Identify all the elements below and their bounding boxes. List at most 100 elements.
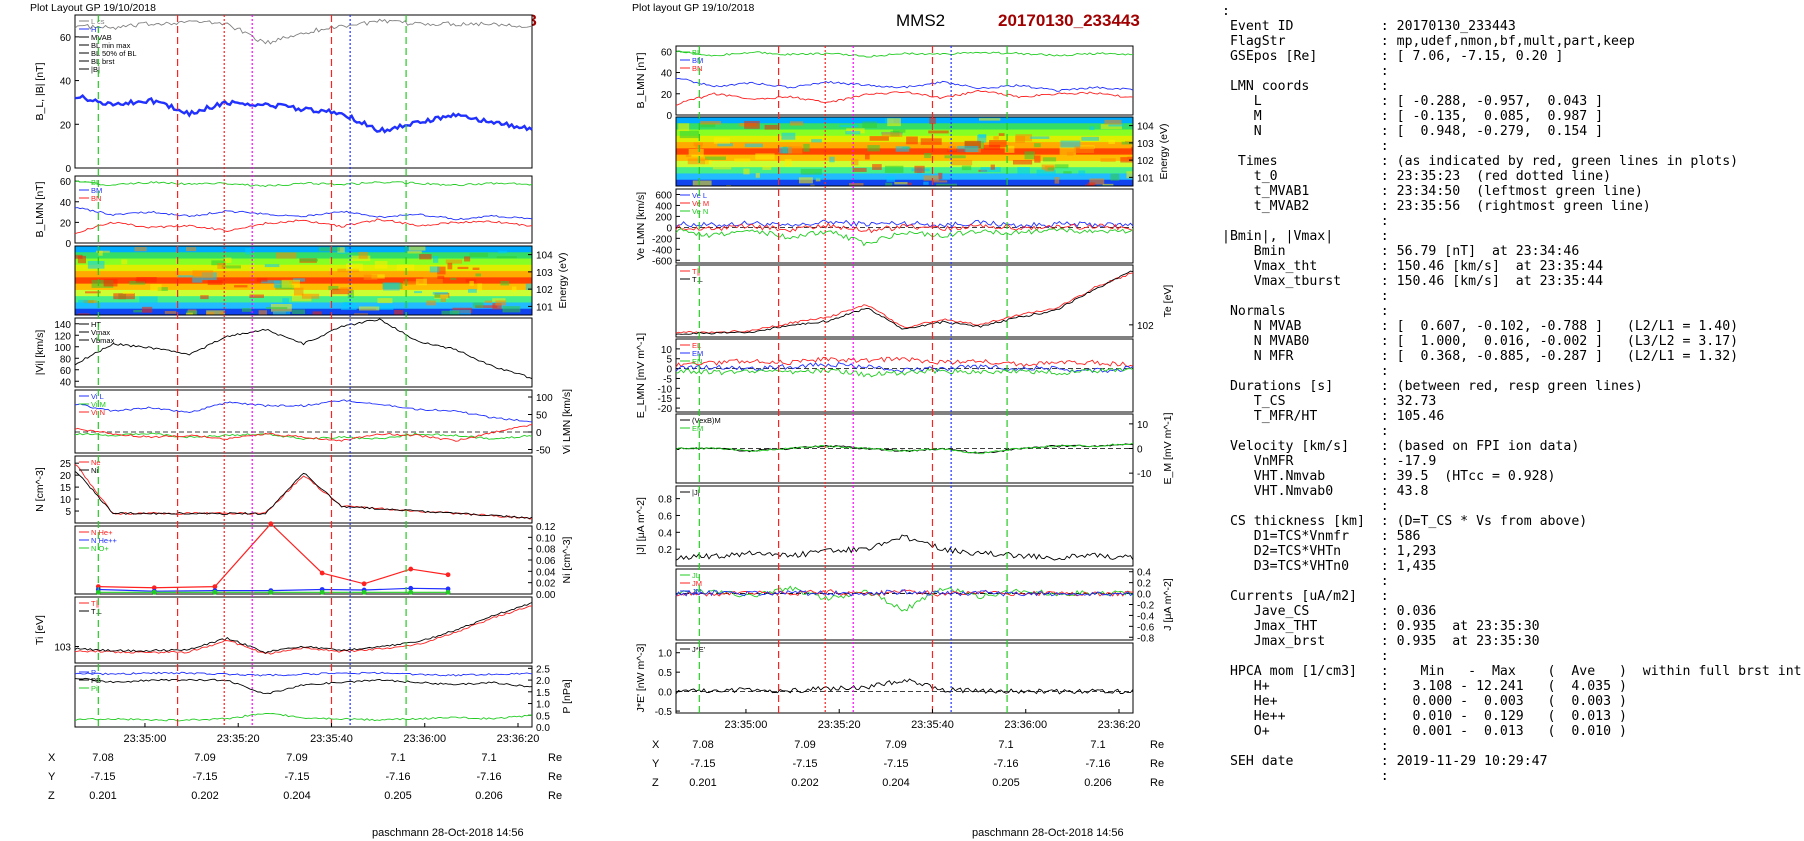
legend-label: BL: [692, 48, 701, 57]
legend-label: MVAB: [91, 33, 112, 42]
tick-label: 10: [661, 345, 673, 356]
spectrogram-blob: [1087, 182, 1096, 186]
spectrogram-blob: [717, 143, 734, 147]
x-tick-label: 23:35:40: [310, 733, 353, 745]
spectrogram-blob: [484, 300, 493, 303]
spectrogram-blob: [914, 165, 925, 173]
position-value: 0.205: [992, 777, 1020, 789]
spectrogram-blob: [892, 129, 906, 133]
spectrogram-blob: [525, 283, 532, 291]
series-line: [98, 522, 449, 589]
position-row-label: Z: [652, 777, 659, 789]
spectrogram-blob: [895, 146, 910, 152]
position-unit: Re: [1150, 739, 1164, 751]
spectrogram-band: [75, 264, 532, 272]
spectrogram-blob: [495, 300, 506, 306]
axis-label: B_LMN [nT]: [635, 52, 647, 108]
position-row-label: X: [652, 739, 660, 751]
spectrogram-band: [75, 252, 532, 260]
spectrogram-blob: [872, 164, 882, 170]
spectrogram-blob: [185, 247, 197, 252]
tick-label: 100: [54, 343, 71, 354]
spectrogram-blob: [396, 264, 415, 271]
spectrogram-blob: [1104, 119, 1122, 125]
tick-label: 5: [666, 355, 672, 366]
spectrogram-blob: [1078, 170, 1086, 176]
info-line: :: [1222, 364, 1389, 379]
series-line: [675, 589, 1134, 597]
spectrogram-band: [75, 271, 532, 278]
chart-column-2: Plot layout GP 19/10/2018 MMS2 20170130_23…: [632, 2, 1174, 839]
position-value: -7.15: [90, 771, 115, 783]
info-line: t_MVAB2 : 23:35:56 (rightmost green line…: [1222, 199, 1651, 214]
spectrogram-blob: [685, 154, 692, 158]
spectrogram-blob: [234, 285, 248, 288]
spectrogram-blob: [261, 280, 281, 284]
panel-frame: [675, 568, 1134, 641]
spectrogram-blob: [434, 294, 449, 299]
legend-label: BL 50% of BL: [91, 49, 137, 58]
spectrogram-blob: [1100, 124, 1122, 130]
tick-label: 60: [60, 366, 72, 377]
spectrogram-blob: [978, 134, 987, 138]
spectrogram-blob: [1024, 151, 1035, 160]
spectrogram-blob: [923, 175, 939, 181]
legend-label: BL brst: [91, 57, 115, 66]
tick-label: -0.4: [1137, 611, 1155, 622]
spectrogram-blob: [1131, 146, 1133, 151]
spectrogram-blob: [678, 123, 690, 132]
series-line: [675, 585, 1134, 612]
tick-label: 40: [60, 198, 72, 209]
spectrogram-blob: [414, 291, 423, 294]
spectrogram-blob: [734, 158, 751, 162]
tick-label: 20: [60, 120, 72, 131]
spectrogram-blob: [1030, 136, 1050, 139]
spectrogram-blob: [450, 277, 457, 280]
spectrogram-blob: [1100, 158, 1116, 162]
data-point: [408, 589, 414, 595]
panel-4: 102 Te [eV] T∥T⊥: [675, 264, 1174, 338]
info-line: :: [1222, 64, 1389, 79]
spectrogram-blob: [983, 144, 1001, 150]
tick-label: 0.04: [536, 567, 556, 578]
spectrogram-blob: [784, 159, 792, 167]
position-value: -7.15: [792, 758, 817, 770]
legend-label: EL: [692, 341, 701, 350]
tick-label: 0.6: [658, 511, 672, 522]
tick-label: 0: [666, 365, 672, 376]
spectrogram-blob: [192, 270, 214, 278]
spectrogram-blob: [947, 146, 957, 152]
tick-label: 60: [60, 177, 72, 188]
x-tick-label: 23:35:20: [217, 733, 260, 745]
spectrogram-blob: [762, 166, 772, 170]
spectrogram-blob: [432, 256, 439, 263]
spectrogram-blob: [798, 177, 813, 184]
spectrogram-blob: [744, 143, 763, 148]
tick-label: 20: [60, 471, 72, 482]
series-line: [74, 463, 533, 520]
legend-label: Ve N: [692, 207, 708, 216]
tick-label: 15: [60, 483, 72, 494]
spectrogram-blob: [894, 182, 908, 185]
tick-label: 0.10: [536, 533, 556, 544]
info-line: N MVAB0 : [ 1.000, 0.016, -0.002 ] (L3/L…: [1222, 334, 1739, 349]
info-line: D1=TCS*Vnmfr : 586: [1222, 529, 1421, 544]
tick-label: 40: [661, 69, 673, 80]
series-line: [74, 218, 533, 235]
axis-label: |Vi| [km/s]: [34, 330, 46, 376]
data-point: [361, 589, 367, 595]
tick-label: 102: [1137, 156, 1154, 167]
x-tick-label: 23:36:00: [1004, 719, 1047, 731]
panel-frame: [74, 525, 533, 595]
series-line: [675, 50, 1134, 58]
info-line: HPCA mom [1/cm3] : Min - Max ( Ave ) wit…: [1222, 664, 1802, 679]
spectrogram-blob: [1126, 171, 1133, 179]
info-line: CS thickness [km] : (D=T_CS * Vs from ab…: [1222, 514, 1588, 529]
series-line: [675, 534, 1134, 561]
spectrogram-blob: [887, 118, 901, 127]
legend-label: |J|: [692, 488, 700, 497]
tick-label: 0.5: [658, 668, 672, 679]
position-value: -7.16: [993, 758, 1018, 770]
